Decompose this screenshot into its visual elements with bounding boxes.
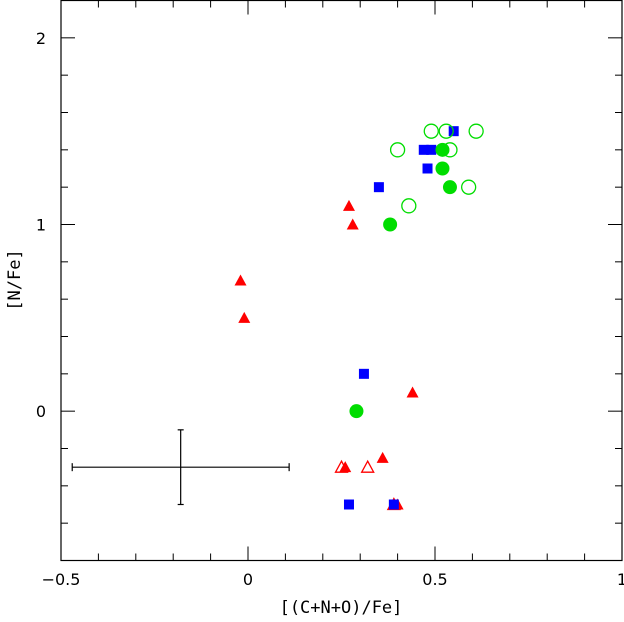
- data-point-circle: [442, 180, 457, 195]
- data-point-circle: [435, 161, 450, 176]
- data-point-open-circle: [401, 198, 417, 214]
- x-tick-label: −0.5: [42, 570, 81, 589]
- data-point-triangle: [342, 199, 355, 211]
- data-point-open-circle: [442, 142, 458, 158]
- data-point-triangle: [234, 274, 247, 286]
- plot-frame: [60, 0, 623, 562]
- data-point-square: [388, 499, 399, 510]
- x-axis-label: [(C+N+O)/Fe]: [280, 598, 403, 618]
- data-point-open-circle: [461, 179, 477, 195]
- data-points: [234, 123, 484, 511]
- data-point-circle: [349, 404, 364, 419]
- data-point-triangle: [238, 311, 251, 323]
- x-tick-label: 1: [617, 570, 624, 589]
- y-tick-label: 0: [36, 402, 46, 421]
- data-point-square: [422, 163, 433, 174]
- x-tick-label: 0.5: [422, 570, 447, 589]
- error-bar: [71, 429, 290, 506]
- data-point-open-triangle: [334, 459, 349, 473]
- data-point-square: [373, 182, 384, 193]
- data-point-square: [343, 499, 354, 510]
- y-tick-label: 2: [36, 29, 46, 48]
- data-point-square: [358, 368, 369, 379]
- axis-ticks: −0.5 0 0.5 1 0 1 2: [36, 0, 624, 589]
- data-point-open-circle: [438, 123, 454, 139]
- data-point-open-circle: [468, 123, 484, 139]
- y-tick-label: 1: [36, 216, 46, 235]
- data-point-circle: [383, 217, 398, 232]
- data-point-square: [418, 144, 429, 155]
- data-point-square: [426, 144, 437, 155]
- data-point-open-circle: [423, 123, 439, 139]
- data-point-triangle: [376, 451, 389, 463]
- data-point-open-triangle: [360, 459, 375, 473]
- x-tick-label: 0: [243, 570, 253, 589]
- data-point-triangle: [406, 386, 419, 398]
- y-axis-label: [N/Fe]: [5, 249, 25, 310]
- data-point-open-circle: [389, 142, 406, 158]
- data-point-triangle: [346, 218, 359, 230]
